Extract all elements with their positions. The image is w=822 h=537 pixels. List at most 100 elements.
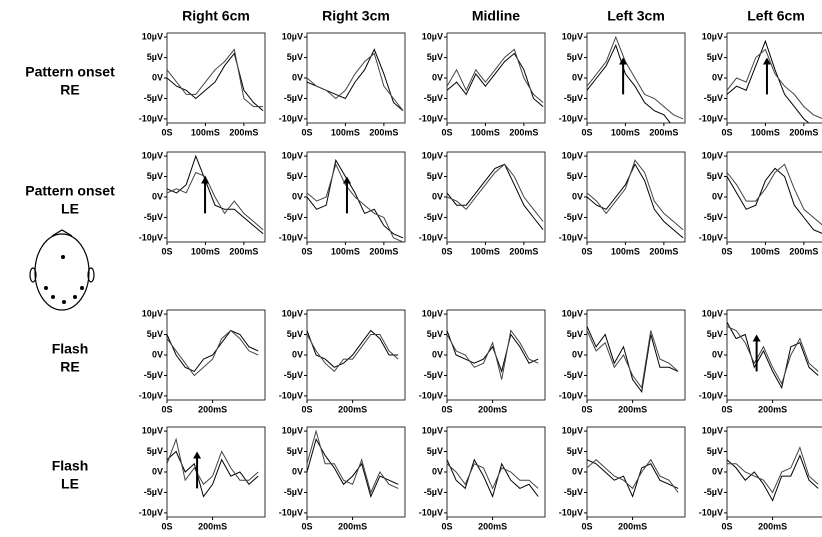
panel: 10µV 5µV 0V -5µV -10µV 0S 100mS 200mS <box>559 150 686 256</box>
waveform <box>447 463 539 490</box>
x-tick-label: 200mS <box>478 404 507 414</box>
y-tick-label: 5µV <box>427 52 443 62</box>
panel: 10µV 5µV 0V -5µV -10µV 0S 100mS 200mS <box>279 150 406 256</box>
y-tick-label: 10µV <box>422 150 443 160</box>
y-tick-label: 5µV <box>287 52 303 62</box>
y-tick-label: -5µV <box>284 370 303 380</box>
y-tick-label: -10µV <box>419 113 443 123</box>
y-tick-label: 5µV <box>427 171 443 181</box>
panel-frame <box>586 32 686 124</box>
y-tick-label: 10µV <box>562 308 583 318</box>
panel: 10µV 5µV 0V -5µV -10µV 0S 200mS <box>279 425 406 531</box>
x-tick-label: 100mS <box>471 246 500 256</box>
latency-arrow-head <box>201 176 210 184</box>
x-tick-label: 0S <box>161 246 172 256</box>
row-label: LE <box>61 201 79 217</box>
waveform <box>587 330 679 389</box>
x-tick-label: 200mS <box>369 127 398 137</box>
waveform <box>727 446 819 494</box>
y-tick-label: 10µV <box>702 150 723 160</box>
panel: 10µV 5µV 0V -5µV -10µV 0S 100mS 200mS <box>699 31 822 137</box>
y-tick-label: -10µV <box>419 232 443 242</box>
y-tick-label: 10µV <box>142 31 163 41</box>
waveform <box>727 163 822 226</box>
y-tick-label: 0V <box>712 466 723 476</box>
y-tick-label: 5µV <box>567 171 583 181</box>
y-tick-label: 10µV <box>702 31 723 41</box>
y-tick-label: -10µV <box>139 113 163 123</box>
waveform <box>167 329 259 377</box>
waveform <box>447 330 539 374</box>
panel-frame <box>306 32 406 124</box>
x-tick-label: 0S <box>161 127 172 137</box>
y-tick-label: -5µV <box>144 487 163 497</box>
y-tick-label: -5µV <box>704 93 723 103</box>
row-label: Pattern onset <box>25 64 115 80</box>
y-tick-label: -5µV <box>704 212 723 222</box>
waveform <box>587 35 684 120</box>
waveform <box>727 325 819 385</box>
y-tick-label: 5µV <box>147 171 163 181</box>
y-tick-label: 0V <box>712 72 723 82</box>
y-tick-label: 5µV <box>427 329 443 339</box>
panel: 10µV 5µV 0V -5µV -10µV 0S 100mS 200mS <box>139 31 266 137</box>
panel-frame <box>446 426 546 518</box>
x-tick-label: 200mS <box>618 521 647 531</box>
panel-frame <box>446 32 546 124</box>
row-label: RE <box>60 359 79 375</box>
waveform <box>727 39 810 123</box>
y-tick-label: 0V <box>152 72 163 82</box>
y-tick-label: 10µV <box>282 425 303 435</box>
panel-frame <box>726 151 822 243</box>
waveform <box>587 159 684 231</box>
x-tick-label: 0S <box>301 127 312 137</box>
x-tick-label: 0S <box>441 404 452 414</box>
waveform <box>307 329 399 368</box>
x-tick-label: 0S <box>721 404 732 414</box>
y-tick-label: -5µV <box>704 370 723 380</box>
x-tick-label: 100mS <box>331 246 360 256</box>
x-tick-label: 200mS <box>198 521 227 531</box>
x-tick-label: 200mS <box>338 521 367 531</box>
x-tick-label: 200mS <box>789 127 818 137</box>
y-tick-label: 10µV <box>422 425 443 435</box>
panel-frame <box>166 151 266 243</box>
y-tick-label: 10µV <box>422 31 443 41</box>
y-tick-label: -5µV <box>284 93 303 103</box>
waveform <box>587 43 671 123</box>
y-tick-label: 0V <box>432 349 443 359</box>
panel: 10µV 5µV 0V -5µV -10µV 0S 100mS 200mS <box>419 150 546 256</box>
panel-frame <box>166 309 266 401</box>
x-tick-label: 100mS <box>751 246 780 256</box>
column-title: Right 6cm <box>182 8 250 24</box>
waveform <box>727 454 819 502</box>
waveform <box>727 322 819 390</box>
y-tick-label: 5µV <box>147 446 163 456</box>
y-tick-label: 0V <box>432 466 443 476</box>
y-tick-label: -5µV <box>564 212 583 222</box>
waveform <box>587 326 679 394</box>
x-tick-label: 200mS <box>758 521 787 531</box>
y-tick-label: -10µV <box>559 390 583 400</box>
y-tick-label: -5µV <box>564 93 583 103</box>
x-tick-label: 0S <box>581 127 592 137</box>
x-tick-label: 0S <box>301 521 312 531</box>
waveform <box>587 459 679 498</box>
waveform <box>447 52 544 107</box>
y-tick-label: 5µV <box>707 171 723 181</box>
latency-arrow-head <box>752 334 761 342</box>
panel: 10µV 5µV 0V -5µV -10µV 0S 200mS <box>279 308 406 414</box>
waveform <box>447 48 544 103</box>
y-tick-label: 5µV <box>287 171 303 181</box>
panel: 10µV 5µV 0V -5µV -10µV 0S 200mS <box>559 425 686 531</box>
panel: 10µV 5µV 0V -5µV -10µV 0S 200mS <box>139 425 266 531</box>
y-tick-label: 0V <box>572 349 583 359</box>
y-tick-label: 10µV <box>142 150 163 160</box>
y-tick-label: 5µV <box>707 329 723 339</box>
y-tick-label: 10µV <box>702 425 723 435</box>
y-tick-label: -5µV <box>424 487 443 497</box>
y-tick-label: 10µV <box>142 425 163 435</box>
panel: 10µV 5µV 0V -5µV -10µV 0S 100mS 200mS <box>559 31 686 137</box>
y-tick-label: -5µV <box>424 93 443 103</box>
panel-frame <box>446 151 546 243</box>
